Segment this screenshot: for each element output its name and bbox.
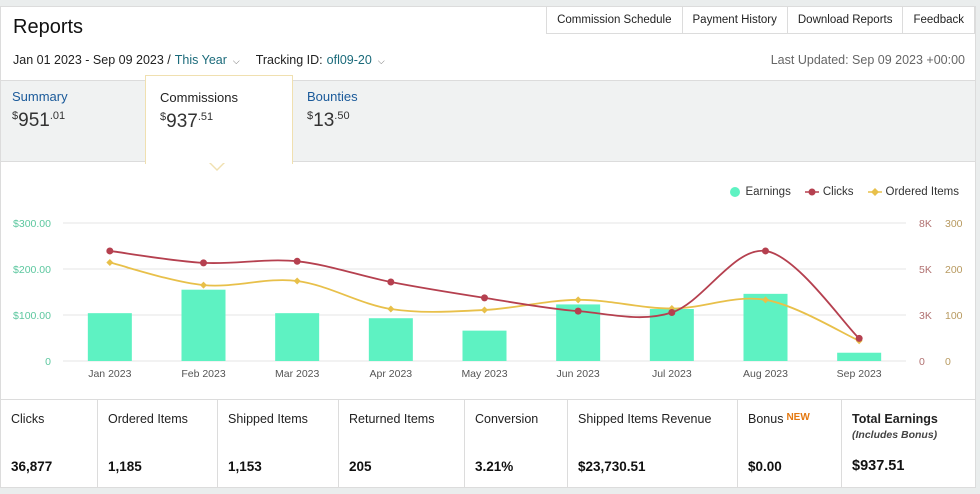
tab-label: Bounties xyxy=(307,89,358,104)
y-clicks-tick-label: 0 xyxy=(919,356,925,368)
clicks-point xyxy=(481,294,488,302)
feedback-button[interactable]: Feedback xyxy=(902,7,975,34)
tab-amount: $13.50 xyxy=(307,110,350,131)
tracking-label: Tracking ID: xyxy=(255,53,323,67)
ordered-items-point xyxy=(762,296,769,304)
x-tick-label: Aug 2023 xyxy=(743,368,788,380)
x-tick-label: Feb 2023 xyxy=(181,368,226,380)
chart-legend: Earnings Clicks Ordered Items xyxy=(715,186,959,198)
stat-ordered-items: Ordered Items 1,185 xyxy=(98,400,218,488)
stat-clicks: Clicks 36,877 xyxy=(1,400,98,488)
ordered-items-point xyxy=(387,305,395,313)
y-left-tick-label: $200.00 xyxy=(13,264,51,276)
active-tab-pointer xyxy=(209,162,225,171)
clicks-point xyxy=(106,247,114,255)
new-badge: NEW xyxy=(786,412,810,423)
download-reports-button[interactable]: Download Reports xyxy=(786,7,904,34)
x-tick-label: Jul 2023 xyxy=(652,368,692,380)
top-nav: Commission Schedule Payment History Down… xyxy=(546,7,975,34)
period-dropdown[interactable]: This Year xyxy=(174,53,227,67)
tab-amount: $951.01 xyxy=(12,110,66,131)
legend-clicks[interactable]: Clicks xyxy=(804,186,854,198)
earnings-bar xyxy=(87,313,132,361)
x-tick-label: Mar 2023 xyxy=(275,368,320,380)
circle-icon xyxy=(730,187,741,197)
stat-shipped-items: Shipped Items 1,153 xyxy=(218,400,339,488)
clicks-point xyxy=(668,309,676,317)
filter-bar: Jan 01 2023 - Sep 09 2023 / This Year ⌵ … xyxy=(13,53,385,67)
earnings-bar xyxy=(837,352,882,361)
tracking-id-dropdown[interactable]: ofl09-20 xyxy=(326,53,372,67)
page-title: Reports xyxy=(13,16,84,38)
chevron-down-icon[interactable]: ⌵ xyxy=(377,55,385,66)
line-diamond-icon xyxy=(867,188,882,196)
tab-bounties[interactable]: Bounties $13.50 xyxy=(307,89,358,132)
legend-ordered-items[interactable]: Ordered Items xyxy=(867,186,959,198)
earnings-bar xyxy=(649,309,694,361)
y-clicks-tick-label: 3K xyxy=(919,310,932,322)
y-ordered-tick-label: 300 xyxy=(945,218,963,230)
summary-tabs: Summary $951.01 Commissions $937.51 Boun… xyxy=(1,75,975,164)
stat-returned-items: Returned Items 205 xyxy=(339,400,465,488)
earnings-bar xyxy=(743,293,788,361)
tab-label: Summary xyxy=(12,89,68,104)
x-tick-label: Sep 2023 xyxy=(837,368,882,380)
stat-shipped-revenue: Shipped Items Revenue $23,730.51 xyxy=(568,400,738,488)
clicks-point xyxy=(293,257,301,265)
y-left-tick-label: $100.00 xyxy=(13,310,51,322)
x-tick-label: Jun 2023 xyxy=(557,368,600,380)
ordered-items-point xyxy=(293,277,301,285)
tab-amount: $937.51 xyxy=(160,111,214,132)
stat-bonus: Bonus NEW $0.00 xyxy=(738,400,842,488)
commission-schedule-button[interactable]: Commission Schedule xyxy=(546,7,683,34)
clicks-point xyxy=(762,247,769,255)
stat-total-earnings: Total Earnings (Includes Bonus) $937.51 xyxy=(852,412,938,474)
clicks-point xyxy=(200,259,207,267)
earnings-bar xyxy=(181,289,226,361)
ordered-items-point xyxy=(106,259,114,267)
ordered-items-point xyxy=(200,281,207,289)
y-ordered-tick-label: 0 xyxy=(945,356,951,368)
last-updated: Last Updated: Sep 09 2023 +00:00 xyxy=(770,53,965,67)
stat-conversion: Conversion 3.21% xyxy=(465,400,568,488)
y-ordered-tick-label: 100 xyxy=(945,310,963,322)
x-tick-label: Jan 2023 xyxy=(88,368,131,380)
reports-panel: Reports Commission Schedule Payment Hist… xyxy=(0,6,976,488)
earnings-bar xyxy=(462,330,507,361)
tab-commissions[interactable]: Commissions $937.51 xyxy=(145,75,293,164)
ordered-items-point xyxy=(481,306,488,314)
x-tick-label: Apr 2023 xyxy=(370,368,413,380)
clicks-point xyxy=(387,278,395,286)
y-ordered-tick-label: 200 xyxy=(945,264,963,276)
tab-summary[interactable]: Summary $951.01 xyxy=(12,89,68,132)
clicks-point xyxy=(855,334,863,342)
earnings-bar xyxy=(368,318,413,361)
clicks-point xyxy=(574,307,582,315)
y-clicks-tick-label: 5K xyxy=(919,264,932,276)
tab-label: Commissions xyxy=(160,90,239,105)
y-left-tick-label: $300.00 xyxy=(13,218,51,230)
ordered-items-point xyxy=(574,296,582,304)
date-range-text: Jan 01 2023 - Sep 09 2023 / xyxy=(13,53,171,67)
chevron-down-icon[interactable]: ⌵ xyxy=(232,55,240,66)
earnings-chart: $300.00 8K 300 $200.00 5K 200 $100.00 3K 100 0 0 0 J… xyxy=(13,218,963,380)
y-left-tick-label: 0 xyxy=(45,356,51,368)
line-dot-icon xyxy=(804,188,819,196)
x-tick-label: May 2023 xyxy=(461,368,507,380)
y-clicks-tick-label: 8K xyxy=(919,218,932,230)
payment-history-button[interactable]: Payment History xyxy=(681,7,788,34)
clicks-line xyxy=(109,250,860,340)
legend-earnings[interactable]: Earnings xyxy=(729,186,791,198)
earnings-bar xyxy=(275,313,320,361)
stats-bar: Clicks 36,877 Ordered Items 1,185 Shipped … xyxy=(1,399,975,488)
